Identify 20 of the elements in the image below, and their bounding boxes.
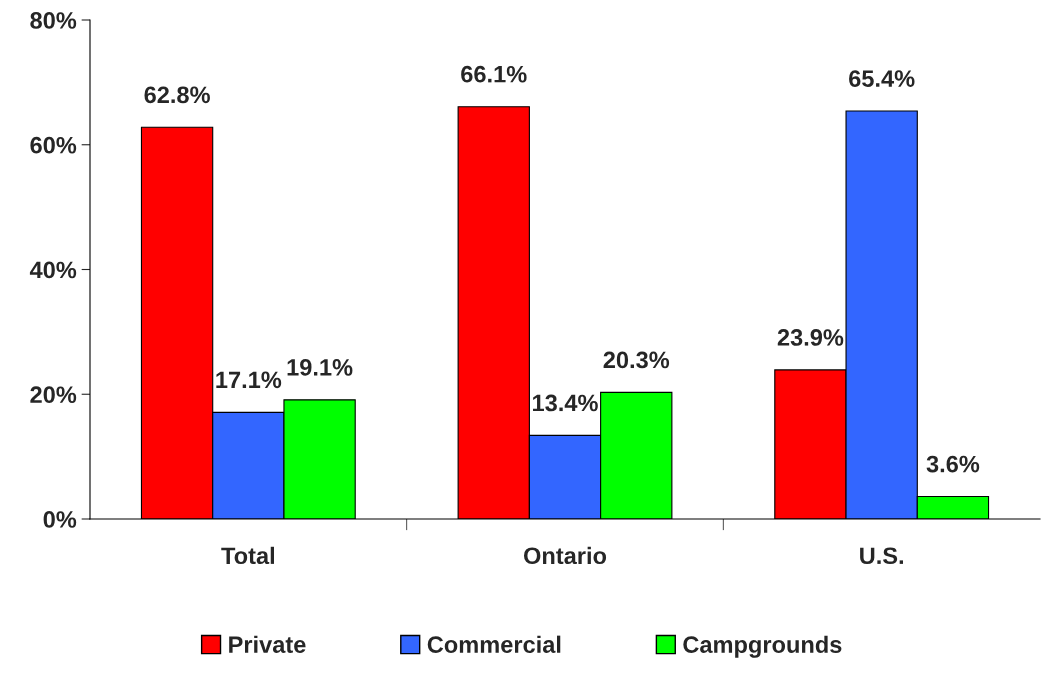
- data-label: 13.4%: [533, 394, 598, 412]
- data-label: 3.6%: [926, 455, 980, 473]
- legend-label: Commercial: [427, 635, 561, 653]
- y-tick-label: 20%: [30, 386, 77, 404]
- legend-label: Campgrounds: [683, 635, 842, 658]
- data-label: 23.9%: [777, 329, 844, 346]
- y-tick-label: 40%: [29, 261, 77, 279]
- x-tick-label: Total: [221, 546, 274, 565]
- data-label: 62.8%: [144, 86, 210, 104]
- y-tick-label: 0%: [43, 511, 77, 528]
- data-label: 17.1%: [216, 371, 282, 389]
- data-label: 20.3%: [603, 351, 670, 369]
- y-tick-label: 60%: [30, 136, 77, 154]
- y-tick-label: 80%: [30, 12, 77, 29]
- data-label: 19.1%: [287, 359, 353, 376]
- x-tick-label: U.S.: [860, 547, 903, 565]
- x-tick-label: Ontario: [524, 546, 607, 565]
- data-label: 65.4%: [849, 70, 915, 87]
- legend-label: Private: [229, 635, 306, 653]
- data-label: 66.1%: [461, 65, 527, 83]
